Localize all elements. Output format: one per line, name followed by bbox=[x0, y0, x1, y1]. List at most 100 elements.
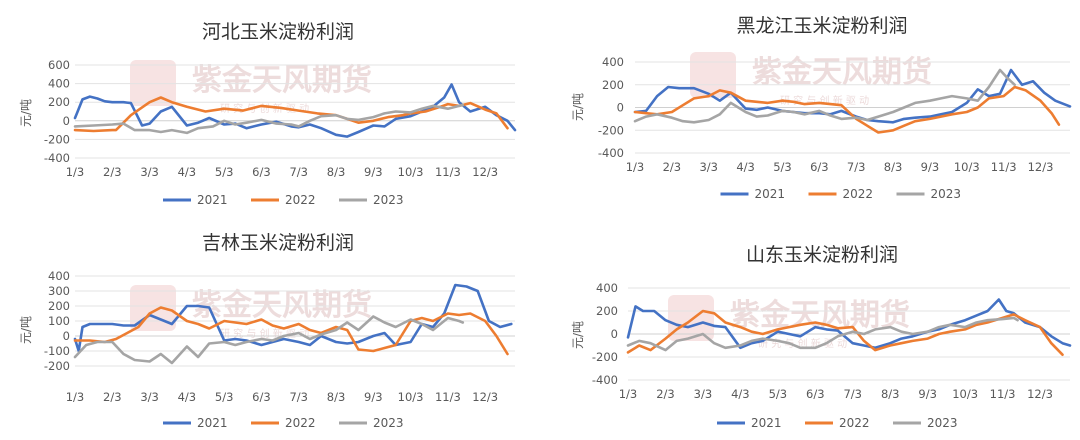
series-line-2022 bbox=[633, 85, 1061, 134]
legend-label-2023: 2023 bbox=[373, 193, 404, 207]
x-tick-label: 5/3 bbox=[769, 387, 788, 401]
legend-label-2021: 2021 bbox=[197, 193, 228, 207]
x-tick-label: 7/3 bbox=[289, 165, 308, 179]
y-tick-label: 600 bbox=[48, 58, 70, 72]
x-tick-label: 6/3 bbox=[252, 165, 271, 179]
legend: 2021 2022 2023 bbox=[163, 193, 404, 207]
x-tick-label: 11/3 bbox=[990, 387, 1016, 401]
x-tick-label: 4/3 bbox=[178, 165, 197, 179]
x-tick-label: 2/3 bbox=[663, 160, 682, 174]
y-tick-label: 400 bbox=[48, 77, 70, 91]
x-tick-label: 9/3 bbox=[364, 390, 383, 404]
x-tick-label: 4/3 bbox=[736, 160, 755, 174]
x-tick-label: 12/3 bbox=[1028, 160, 1054, 174]
y-tick-label: -400 bbox=[592, 373, 618, 387]
x-tick-label: 9/3 bbox=[918, 387, 937, 401]
series-line-2021 bbox=[626, 298, 1072, 350]
legend-label-2021: 2021 bbox=[751, 416, 782, 430]
y-tick-label: 200 bbox=[596, 304, 618, 318]
x-tick-label: 11/3 bbox=[991, 160, 1017, 174]
y-tick-label: 400 bbox=[48, 269, 70, 283]
y-tick-label: 0 bbox=[63, 329, 70, 343]
x-tick-label: 10/3 bbox=[954, 160, 980, 174]
legend-label-2022: 2022 bbox=[285, 416, 316, 430]
legend-label-2022: 2022 bbox=[839, 416, 870, 430]
x-tick-label: 8/3 bbox=[881, 387, 900, 401]
x-tick-label: 7/3 bbox=[847, 160, 866, 174]
y-tick-label: -200 bbox=[44, 132, 70, 146]
y-axis-label: 元/吨 bbox=[19, 99, 33, 127]
x-tick-label: 6/3 bbox=[806, 387, 825, 401]
x-tick-label: 3/3 bbox=[699, 160, 718, 174]
series-line-2022 bbox=[73, 96, 509, 133]
x-tick-label: 1/3 bbox=[626, 160, 645, 174]
x-tick-label: 2/3 bbox=[103, 165, 122, 179]
x-tick-label: 10/3 bbox=[952, 387, 978, 401]
series-line-2022 bbox=[626, 309, 1064, 357]
x-tick-label: 10/3 bbox=[398, 390, 424, 404]
series-line-2023 bbox=[626, 316, 1019, 352]
x-tick-label: 2/3 bbox=[103, 390, 122, 404]
x-tick-label: 9/3 bbox=[921, 160, 940, 174]
x-tick-label: 10/3 bbox=[398, 165, 424, 179]
x-tick-label: 1/3 bbox=[66, 390, 85, 404]
legend: 2021 2022 2023 bbox=[163, 416, 404, 430]
x-tick-label: 9/3 bbox=[364, 165, 383, 179]
legend-label-2021: 2021 bbox=[755, 187, 786, 201]
y-tick-label: 0 bbox=[611, 327, 618, 341]
y-tick-label: -200 bbox=[598, 123, 624, 137]
x-tick-label: 5/3 bbox=[215, 165, 234, 179]
y-tick-label: 200 bbox=[48, 299, 70, 313]
watermark-subtext: 研 究 与 创 新 驱 动 bbox=[220, 327, 309, 340]
series-line-2023 bbox=[73, 315, 465, 365]
watermark-logo bbox=[668, 295, 714, 341]
x-tick-label: 1/3 bbox=[66, 165, 85, 179]
x-tick-label: 7/3 bbox=[843, 387, 862, 401]
chart-title: 黑龙江玉米淀粉利润 bbox=[736, 15, 907, 37]
y-tick-label: 400 bbox=[602, 55, 624, 69]
legend-label-2023: 2023 bbox=[373, 416, 404, 430]
watermark-logo bbox=[130, 60, 176, 106]
x-tick-label: 8/3 bbox=[327, 165, 346, 179]
y-tick-label: 300 bbox=[48, 284, 70, 298]
x-tick-label: 6/3 bbox=[810, 160, 829, 174]
x-tick-label: 6/3 bbox=[252, 390, 271, 404]
chart-title: 河北玉米淀粉利润 bbox=[202, 21, 354, 43]
y-tick-label: -200 bbox=[44, 359, 70, 373]
x-tick-label: 1/3 bbox=[619, 387, 638, 401]
y-axis-label: 元/吨 bbox=[19, 316, 33, 344]
x-tick-label: 5/3 bbox=[215, 390, 234, 404]
x-tick-label: 4/3 bbox=[731, 387, 750, 401]
legend-label-2023: 2023 bbox=[927, 416, 958, 430]
x-tick-label: 11/3 bbox=[435, 165, 461, 179]
y-tick-label: 100 bbox=[48, 314, 70, 328]
x-tick-label: 2/3 bbox=[656, 387, 675, 401]
x-tick-label: 12/3 bbox=[472, 165, 498, 179]
y-tick-label: -100 bbox=[44, 344, 70, 358]
x-tick-label: 11/3 bbox=[435, 390, 461, 404]
x-tick-label: 3/3 bbox=[694, 387, 713, 401]
y-tick-label: 0 bbox=[617, 101, 624, 115]
x-tick-label: 4/3 bbox=[178, 390, 197, 404]
series-line-2022 bbox=[73, 306, 509, 356]
legend-label-2023: 2023 bbox=[931, 187, 962, 201]
x-tick-label: 8/3 bbox=[884, 160, 903, 174]
y-axis-label: 元/吨 bbox=[571, 321, 585, 349]
y-tick-label: 200 bbox=[48, 95, 70, 109]
series-line-2023 bbox=[633, 68, 1017, 124]
legend-label-2021: 2021 bbox=[197, 416, 228, 430]
x-tick-label: 3/3 bbox=[140, 390, 159, 404]
y-tick-label: 200 bbox=[602, 78, 624, 92]
watermark-text: 紫金天风期货 bbox=[752, 55, 932, 90]
legend-label-2022: 2022 bbox=[285, 193, 316, 207]
x-tick-label: 3/3 bbox=[140, 165, 159, 179]
chart-title: 山东玉米淀粉利润 bbox=[746, 244, 898, 266]
y-axis-label: 元/吨 bbox=[571, 93, 585, 121]
y-tick-label: -200 bbox=[592, 350, 618, 364]
x-tick-label: 5/3 bbox=[773, 160, 792, 174]
